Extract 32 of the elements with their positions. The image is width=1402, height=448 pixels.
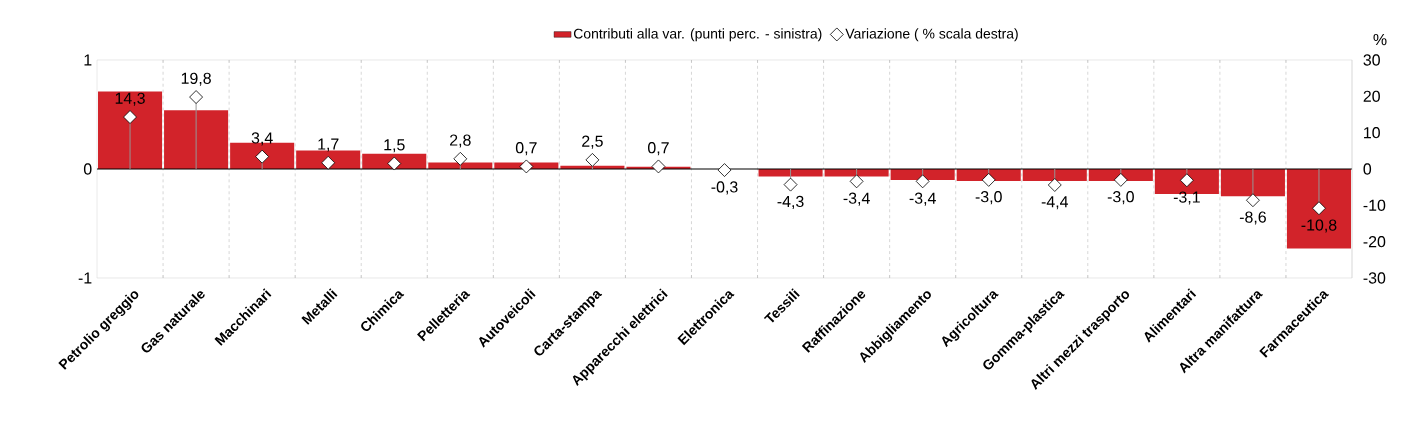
data-label: -4,3 — [777, 195, 804, 209]
data-label: 2,5 — [582, 135, 603, 149]
y2-tick-label: 30 — [1363, 54, 1380, 66]
data-label: 0,7 — [515, 142, 537, 156]
data-label: 2,8 — [450, 134, 471, 148]
y-tick-label: 1 — [84, 54, 92, 66]
data-label: -4,4 — [1041, 196, 1069, 210]
y2-tick-label: -10 — [1363, 199, 1386, 211]
y2-tick-label: 0 — [1363, 163, 1372, 175]
y2-tick-label: -30 — [1363, 272, 1386, 284]
legend-label: Contributi alla var. (punti perc. - sinistra) — [573, 28, 822, 42]
data-label: 19,8 — [181, 72, 211, 86]
data-label: -3,0 — [975, 191, 1002, 205]
data-label: -3,4 — [843, 192, 870, 206]
y2-tick-label: 10 — [1364, 127, 1380, 139]
data-label: 1,5 — [384, 139, 405, 153]
data-label: -3,4 — [909, 192, 936, 206]
data-label: -0,3 — [711, 181, 738, 195]
data-label: -8,6 — [1239, 211, 1266, 225]
y2-axis-title: % — [1373, 33, 1387, 46]
data-label: 3,4 — [251, 132, 273, 146]
data-label: -3,0 — [1107, 191, 1134, 205]
data-label: -10,8 — [1301, 219, 1337, 233]
legend-label: Variazione ( % scala destra) — [845, 28, 1018, 42]
data-label: 14,3 — [115, 92, 145, 106]
y-tick-label: 0 — [83, 163, 92, 175]
data-label: 1,7 — [318, 138, 339, 152]
y2-tick-label: -20 — [1363, 236, 1386, 248]
data-label: 0,7 — [648, 142, 669, 156]
y2-tick-label: 20 — [1363, 90, 1380, 102]
y-tick-label: -1 — [78, 272, 92, 284]
data-label: -3,1 — [1173, 191, 1200, 205]
